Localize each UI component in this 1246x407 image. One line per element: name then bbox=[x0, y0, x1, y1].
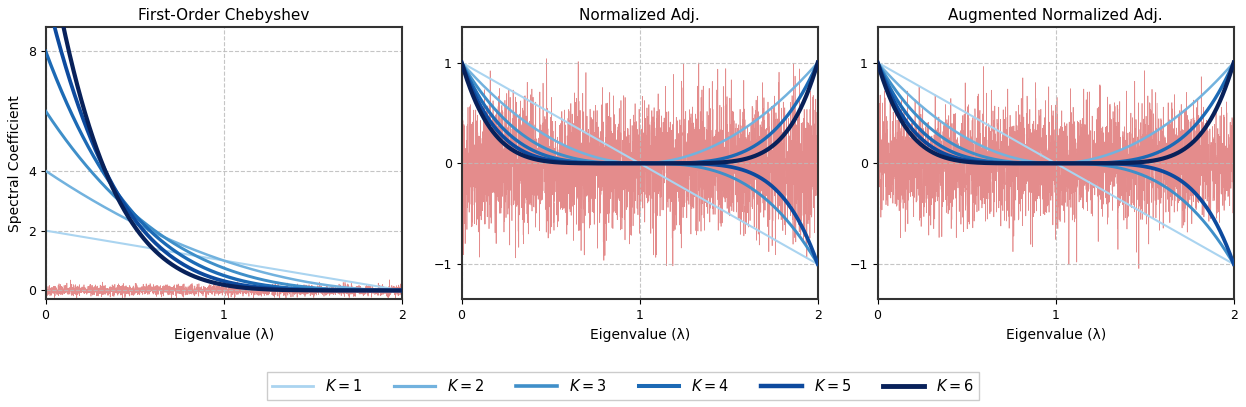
X-axis label: Eigenvalue (λ): Eigenvalue (λ) bbox=[589, 328, 690, 342]
Title: Augmented Normalized Adj.: Augmented Normalized Adj. bbox=[948, 8, 1163, 23]
Y-axis label: Spectral Coefficient: Spectral Coefficient bbox=[9, 95, 22, 232]
X-axis label: Eigenvalue (λ): Eigenvalue (λ) bbox=[1006, 328, 1105, 342]
Title: First-Order Chebyshev: First-Order Chebyshev bbox=[138, 8, 309, 23]
Title: Normalized Adj.: Normalized Adj. bbox=[579, 8, 700, 23]
X-axis label: Eigenvalue (λ): Eigenvalue (λ) bbox=[173, 328, 274, 342]
Legend: $K = 1$, $K = 2$, $K = 3$, $K = 4$, $K = 5$, $K = 6$: $K = 1$, $K = 2$, $K = 3$, $K = 4$, $K =… bbox=[267, 372, 979, 400]
